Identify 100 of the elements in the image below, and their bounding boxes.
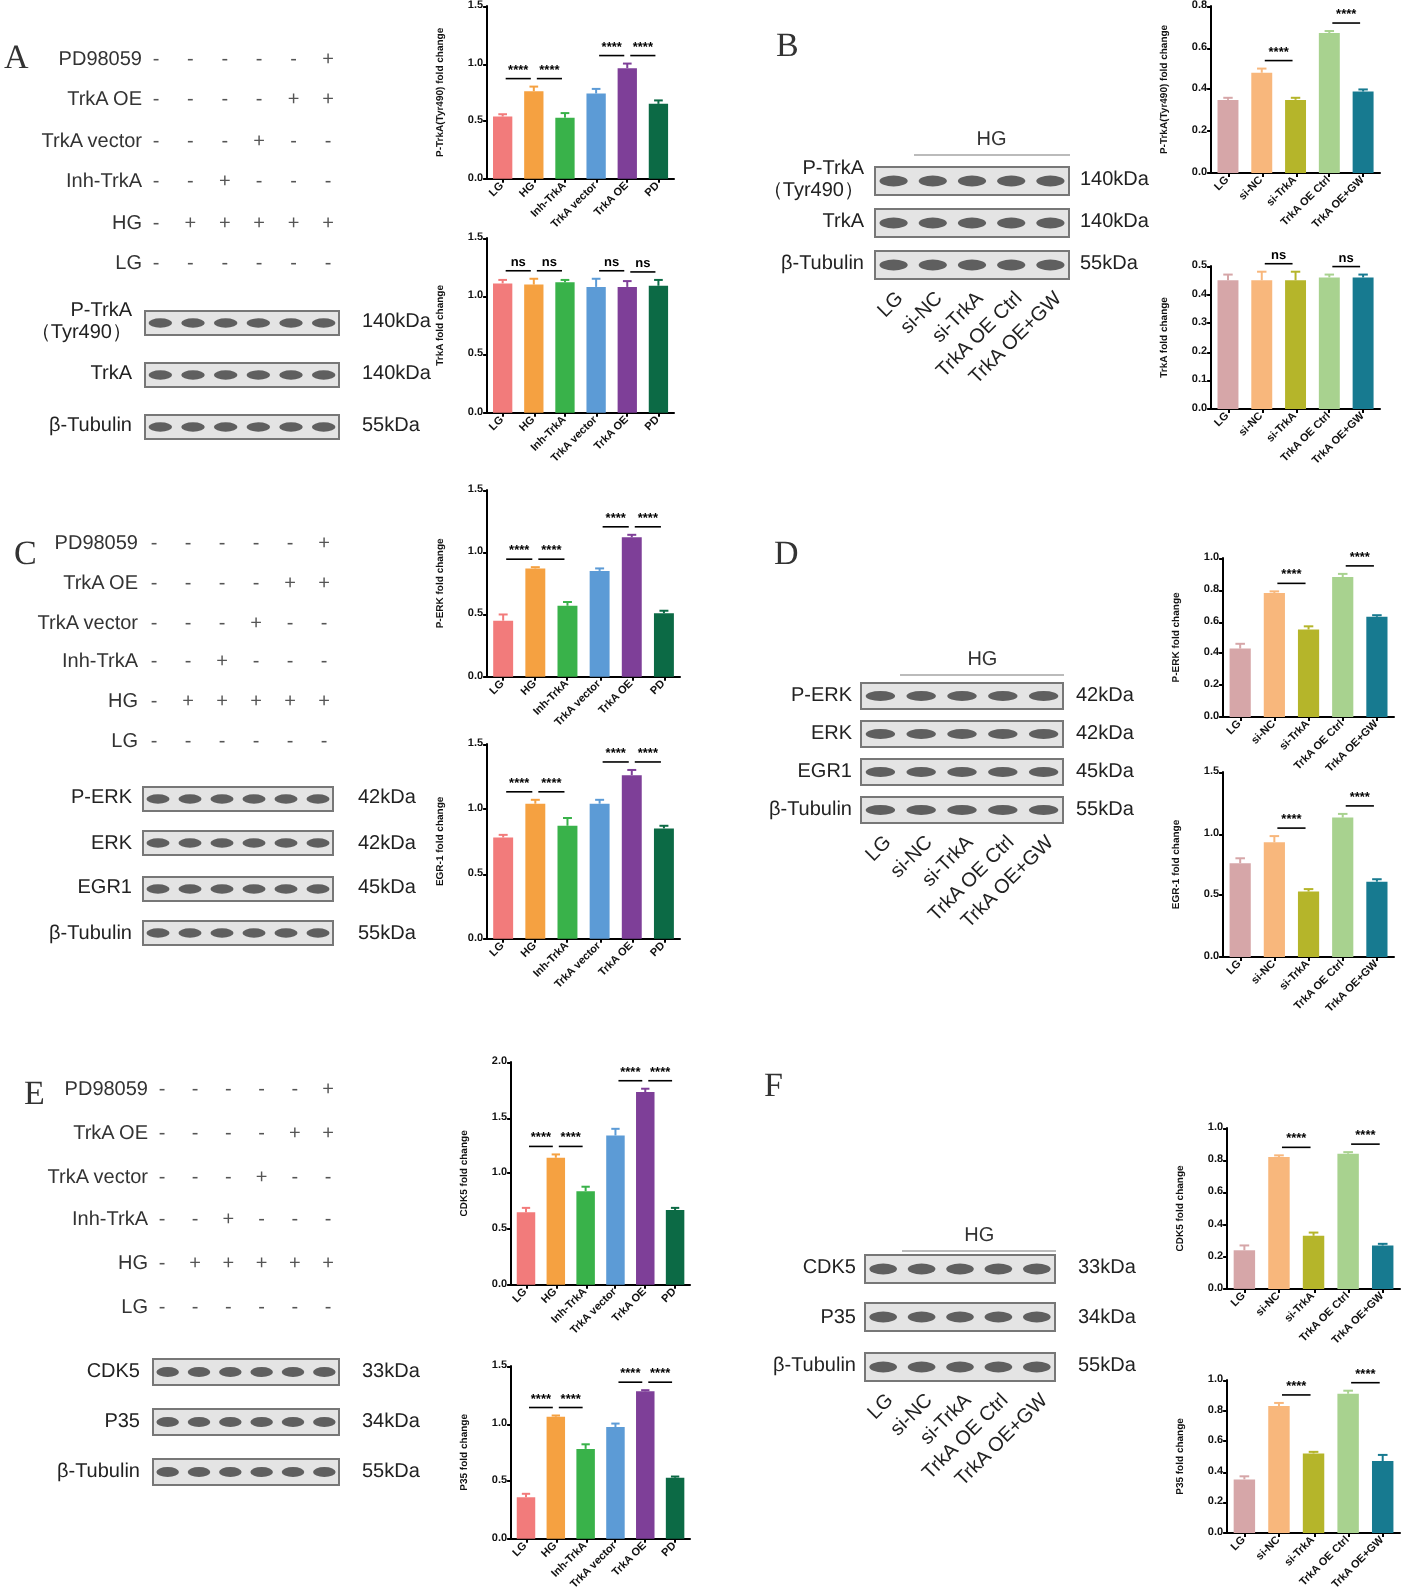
bar <box>576 1448 595 1539</box>
bar <box>1371 1461 1394 1533</box>
category-label: 55kDa <box>358 922 416 944</box>
text: - <box>320 651 328 674</box>
category-label: 55kDa <box>362 1461 420 1483</box>
text: - <box>150 651 158 674</box>
bar <box>1233 1250 1256 1289</box>
text: + <box>189 1253 202 1276</box>
text: - <box>191 1209 199 1232</box>
category-label: TrkA <box>90 363 132 385</box>
text: - <box>191 1166 199 1189</box>
text: + <box>318 691 330 714</box>
text: - <box>286 731 294 753</box>
bar <box>516 1497 536 1539</box>
text: - <box>286 651 294 674</box>
category-label: β-Tubulin <box>48 922 132 944</box>
text: + <box>216 691 228 714</box>
bar <box>525 568 546 677</box>
category-label: P-ERK <box>790 685 852 707</box>
text: + <box>184 212 197 235</box>
text: HG <box>976 129 1007 151</box>
category-label: 55kDa <box>362 415 420 437</box>
text: - <box>291 1297 299 1319</box>
text: B <box>776 26 799 66</box>
category-label: P-ERK <box>70 787 132 809</box>
bar <box>1302 1453 1325 1533</box>
text: + <box>322 212 334 235</box>
text: - <box>252 651 260 674</box>
text: - <box>187 253 194 275</box>
category-label: TrkA <box>822 211 864 233</box>
text: - <box>252 731 260 753</box>
text: - <box>152 49 160 71</box>
text: - <box>290 130 297 153</box>
bar <box>1285 99 1307 173</box>
text: + <box>222 1253 235 1276</box>
category-label: ERK <box>90 832 132 854</box>
text: + <box>322 49 334 71</box>
category-label: EGR1 <box>77 877 132 899</box>
category-label: TrkA vector <box>37 612 138 635</box>
text: - <box>158 1253 166 1276</box>
text: + <box>216 651 228 674</box>
text: - <box>184 572 192 595</box>
text: C <box>14 534 37 574</box>
text: - <box>320 612 328 635</box>
bar <box>621 775 642 939</box>
category-label: EGR1 <box>797 761 852 783</box>
category-label: CDK5 <box>802 1257 856 1279</box>
text: A <box>4 38 29 78</box>
category-label: β-Tubulin <box>768 799 852 821</box>
bar <box>586 93 606 179</box>
text: - <box>191 1297 199 1319</box>
text: - <box>324 1297 332 1319</box>
category-label: TrkA OE <box>63 572 138 595</box>
text: + <box>287 89 300 112</box>
bar <box>636 1092 655 1285</box>
category-label: ERK <box>810 723 852 745</box>
text: - <box>221 253 229 275</box>
text: + <box>322 89 334 112</box>
text: - <box>152 253 160 275</box>
bar <box>555 117 575 179</box>
bar <box>1297 891 1320 957</box>
text: + <box>222 1209 235 1232</box>
text: - <box>291 1079 299 1101</box>
category-label: 140kDa <box>1080 211 1149 233</box>
category-label: β-Tubulin <box>772 1355 856 1377</box>
text: - <box>225 1122 232 1145</box>
bar <box>1366 616 1388 717</box>
bar <box>1337 1153 1359 1289</box>
category-label: 45kDa <box>1076 761 1134 783</box>
text: + <box>250 612 262 635</box>
category-label: 33kDa <box>1078 1257 1136 1279</box>
text: + <box>318 533 330 555</box>
category-label: P-TrkA （Tyr490） <box>30 300 132 344</box>
category-label: P-TrkA （Tyr490） <box>762 158 864 202</box>
bar <box>621 537 642 677</box>
text: + <box>253 212 266 235</box>
bar <box>493 620 514 677</box>
bar <box>589 803 610 939</box>
text: - <box>225 1297 232 1319</box>
text: + <box>322 1253 334 1276</box>
bar <box>1371 1245 1394 1289</box>
text: D <box>774 534 799 574</box>
category-label: CDK5 <box>86 1361 140 1383</box>
category-label: 140kDa <box>362 311 431 333</box>
text: + <box>287 212 300 235</box>
category-label: TrkA vector <box>47 1166 148 1189</box>
bar <box>557 605 578 677</box>
text: + <box>322 1079 334 1101</box>
text: - <box>184 731 192 753</box>
category-label: LG <box>864 1389 899 1424</box>
bar <box>524 91 544 179</box>
text: - <box>187 171 194 194</box>
category-label: 34kDa <box>1078 1306 1136 1328</box>
category-label: 42kDa <box>1076 685 1134 707</box>
text: + <box>288 1122 301 1145</box>
text: + <box>250 691 262 714</box>
text: - <box>258 1209 265 1232</box>
text: - <box>221 49 229 71</box>
text: - <box>324 171 332 194</box>
category-label: P35 <box>104 1411 140 1433</box>
